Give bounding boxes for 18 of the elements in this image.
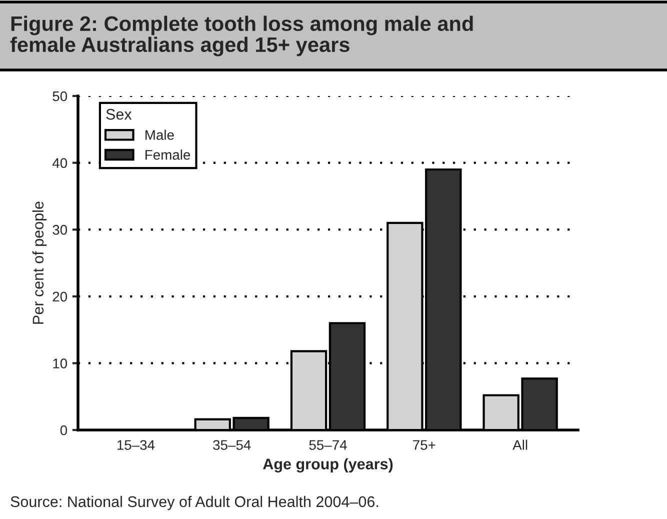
x-axis-title: Age group (years) xyxy=(263,458,393,473)
y-axis-title: Per cent of people xyxy=(32,202,47,324)
x-tick-label: 35–54 xyxy=(213,440,251,450)
y-tick-label: 30 xyxy=(52,224,68,235)
x-tick-label: 75+ xyxy=(413,440,436,450)
legend-label: Male xyxy=(146,130,174,140)
y-tick-label: 40 xyxy=(52,158,68,168)
legend-title: Sex xyxy=(106,108,132,120)
x-tick-label: 55–74 xyxy=(309,440,347,450)
legend-label: Female xyxy=(146,150,190,160)
y-tick-label: 20 xyxy=(52,292,68,302)
chart-title: Figure 2: Complete tooth loss among male and female Australians aged 15+ years xyxy=(10,16,473,56)
source-note: Source: National Survey of Adult Oral Health 2004–06. xyxy=(10,496,378,510)
y-tick-label: 0 xyxy=(60,425,68,436)
y-tick-label: 10 xyxy=(53,358,68,368)
y-tick-label: 50 xyxy=(52,91,68,102)
x-tick-label: 15–34 xyxy=(117,440,155,450)
x-tick-label: All xyxy=(512,440,528,450)
